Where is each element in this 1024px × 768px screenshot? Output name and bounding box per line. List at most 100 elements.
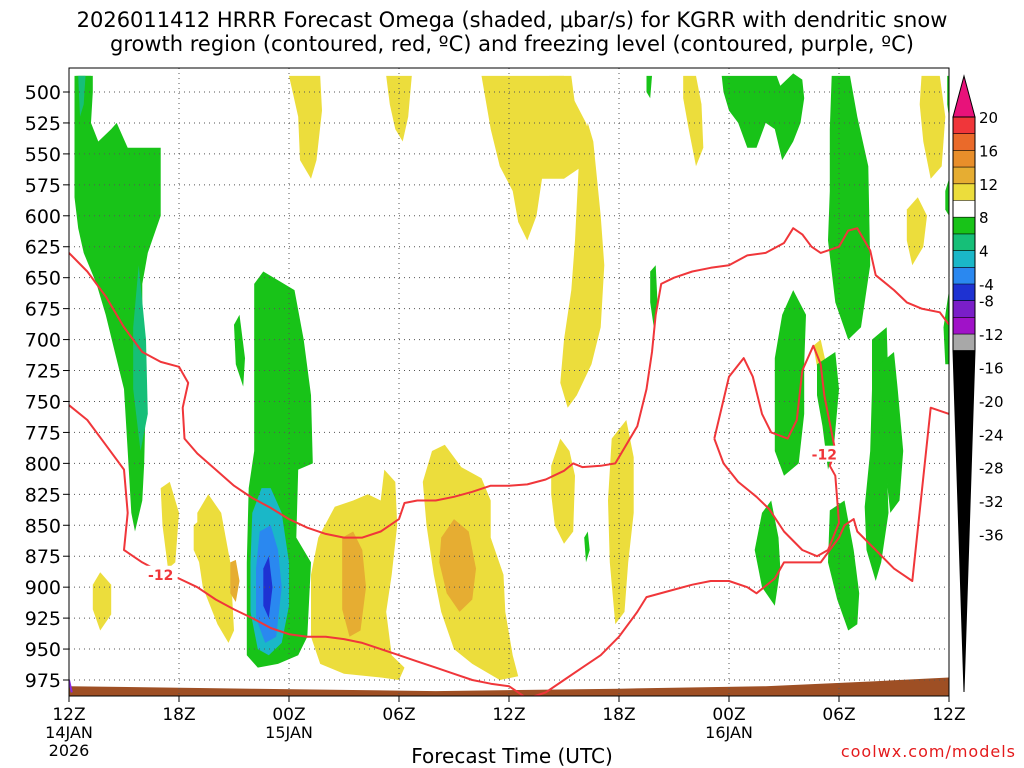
- omega-region-o1: [230, 559, 240, 602]
- x-tick-year-0: 2026: [49, 741, 90, 760]
- chart-title-line-1: 2026011412 HRRR Forecast Omega (shaded, …: [76, 8, 948, 32]
- y-tick-label-925: 925: [25, 608, 61, 630]
- colorbar-band-13: [953, 317, 975, 335]
- x-tick-label-5: 18Z: [602, 705, 635, 725]
- credit-text: coolwx.com/models: [840, 742, 1016, 761]
- colorbar-bottom-arrow: [952, 350, 976, 693]
- colorbar-label-0: 20: [979, 109, 998, 127]
- colorbar-band-10: [953, 267, 975, 285]
- colorbar-band-7: [953, 217, 975, 235]
- omega-region-y4: [549, 75, 575, 123]
- y-tick-label-700: 700: [25, 330, 61, 352]
- omega-region-y16: [906, 197, 927, 266]
- omega-region-y11: [608, 420, 634, 625]
- y-tick-label-525: 525: [25, 113, 61, 135]
- colorbar-band-3: [953, 150, 975, 168]
- grid-lines: [69, 68, 949, 696]
- y-tick-label-975: 975: [25, 670, 61, 692]
- colorbar-label-11: -28: [979, 460, 1004, 478]
- omega-region-y15: [919, 75, 946, 179]
- colorbar-band-11: [953, 284, 975, 302]
- chart-title-line-2: growth region (contoured, red, ºC) and f…: [110, 32, 914, 56]
- y-tick-label-875: 875: [25, 546, 61, 568]
- omega-region-y14: [683, 75, 704, 167]
- omega-region-y1: [289, 75, 322, 179]
- colorbar-label-12: -32: [979, 493, 1004, 511]
- omega-region-g4: [78, 75, 86, 117]
- x-tick-label-4: 12Z: [492, 705, 525, 725]
- contour-label-0: -12: [148, 568, 173, 584]
- colorbar-label-6: -8: [979, 293, 994, 311]
- colorbar-band-6: [953, 200, 975, 218]
- colorbar-label-8: -16: [979, 360, 1004, 378]
- x-tick-label-6: 00Z: [712, 705, 745, 725]
- x-tick-label-8: 12Z: [932, 705, 965, 725]
- colorbar-band-2: [953, 133, 975, 151]
- colorbar-label-3: 8: [979, 209, 989, 227]
- omega-region-o2: [342, 531, 366, 637]
- y-tick-label-775: 775: [25, 422, 61, 444]
- contour-label-bg-0: [143, 565, 178, 582]
- y-tick-label-600: 600: [25, 206, 61, 228]
- x-tick-label-2: 00Z: [272, 705, 305, 725]
- colorbar-label-2: 12: [979, 176, 998, 194]
- colorbar-legend: 20 16 12 8 4 -4-8 -12 -16 -20 -24 -28 -32 -36: [952, 74, 1004, 693]
- omega-region-y13: [193, 519, 205, 563]
- omega-region-g5: [234, 314, 245, 387]
- colorbar-label-5: -4: [979, 276, 994, 294]
- omega-region-d1: [263, 556, 273, 619]
- omega-region-g7: [646, 75, 652, 99]
- y-tick-label-725: 725: [25, 361, 61, 383]
- omega-region-y6: [197, 494, 234, 643]
- colorbar-top-arrow: [952, 74, 976, 118]
- omega-region-g2: [133, 265, 148, 451]
- colorbar-band-5: [953, 183, 975, 201]
- y-tick-label-675: 675: [25, 299, 61, 321]
- colorbar-band-8: [953, 233, 975, 252]
- pressure-axis: 500 525 550 575 600 625 650 675 700 725 750 775 800 8…: [25, 82, 69, 692]
- contour-label-1: -12: [812, 448, 837, 464]
- colorbar-label-9: -20: [979, 393, 1004, 411]
- omega-region-y5: [560, 122, 605, 408]
- y-tick-label-750: 750: [25, 391, 61, 413]
- y-tick-label-950: 950: [25, 639, 61, 661]
- colorbar-band-12: [953, 300, 975, 318]
- x-tick-date-6: 16JAN: [705, 723, 753, 742]
- contour-label-bg-1: [807, 445, 842, 462]
- colorbar-band-14: [953, 334, 975, 352]
- y-tick-label-625: 625: [25, 237, 61, 259]
- terrain-layer: [69, 677, 949, 696]
- colorbar-label-7: -12: [979, 326, 1004, 344]
- y-tick-label-575: 575: [25, 175, 61, 197]
- colorbar-label-4: 4: [979, 243, 989, 261]
- y-tick-label-650: 650: [25, 268, 61, 290]
- x-tick-label-3: 06Z: [382, 705, 415, 725]
- omega-region-y7: [92, 572, 112, 631]
- omega-region-g14: [879, 352, 904, 513]
- omega-region-g17: [943, 290, 949, 365]
- omega-region-g11: [774, 290, 806, 476]
- x-tick-date-0: 14JAN: [45, 723, 93, 742]
- omega-region-y10: [551, 438, 575, 544]
- omega-region-g9: [828, 75, 871, 340]
- y-tick-label-500: 500: [25, 82, 61, 104]
- y-tick-label-900: 900: [25, 577, 61, 599]
- colorbar-label-10: -24: [979, 426, 1004, 444]
- dgz-upper-boundary: [69, 227, 949, 539]
- colorbar-band-4: [953, 167, 975, 185]
- terrain-band: [69, 677, 949, 696]
- omega-region-g20: [584, 531, 590, 563]
- omega-shading: [74, 73, 949, 680]
- x-axis-label: Forecast Time (UTC): [411, 744, 613, 768]
- colorbar-label-13: -36: [979, 527, 1004, 545]
- colorbar-band-1: [953, 117, 975, 135]
- omega-region-g1: [74, 75, 161, 532]
- omega-region-o3: [439, 519, 476, 612]
- colorbar-band-9: [953, 250, 975, 268]
- x-tick-date-2: 15JAN: [265, 723, 313, 742]
- y-tick-label-800: 800: [25, 453, 61, 475]
- omega-region-g19: [945, 178, 949, 216]
